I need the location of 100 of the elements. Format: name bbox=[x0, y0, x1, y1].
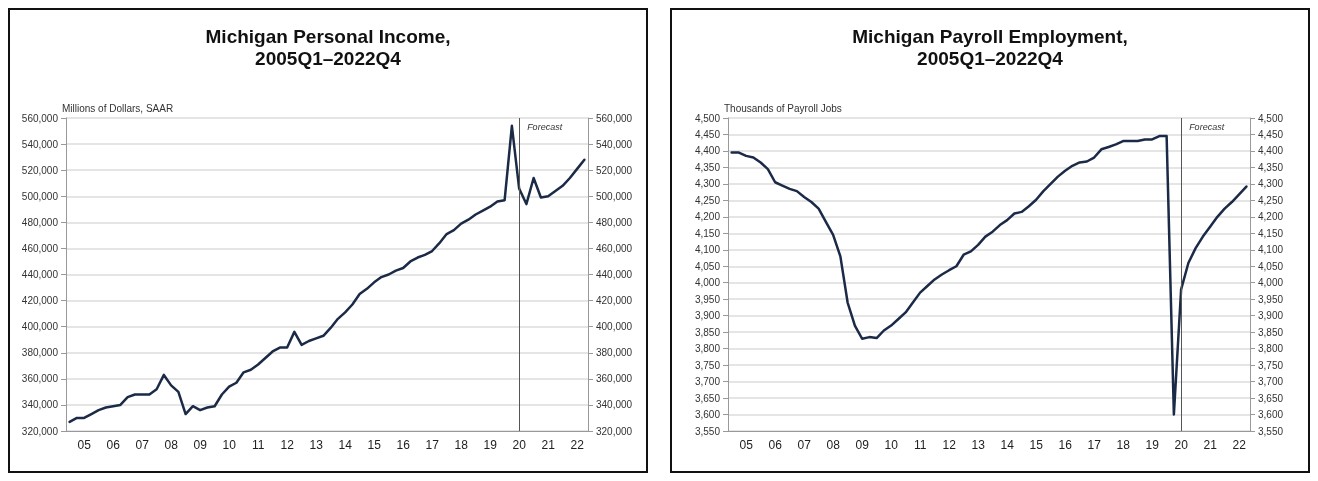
y-tick-label: 3,650 bbox=[694, 392, 721, 404]
x-tick-label: 22 bbox=[1232, 438, 1247, 452]
y2-tick-label: 4,350 bbox=[1258, 161, 1284, 173]
y-tick-label: 340,000 bbox=[21, 399, 59, 411]
y2-tick-label: 3,750 bbox=[1258, 359, 1284, 371]
y-tick-label: 4,400 bbox=[694, 145, 721, 157]
x-tick-label: 18 bbox=[1116, 438, 1131, 452]
y2-tick-label: 340,000 bbox=[596, 399, 633, 411]
y-tick-label: 3,700 bbox=[694, 376, 721, 388]
x-tick-label: 11 bbox=[913, 438, 927, 452]
y-tick-label: 4,500 bbox=[694, 112, 721, 124]
y2-tick-label: 520,000 bbox=[596, 164, 633, 176]
y-tick-label: 400,000 bbox=[21, 321, 59, 333]
y-tick-label: 3,800 bbox=[694, 343, 721, 355]
y2-tick-label: 320,000 bbox=[596, 425, 633, 437]
x-tick-label: 17 bbox=[1087, 438, 1102, 452]
y-tick-label: 3,600 bbox=[694, 409, 721, 421]
y2-tick-label: 4,200 bbox=[1258, 211, 1284, 223]
y2-tick-label: 3,850 bbox=[1258, 326, 1284, 338]
x-tick-label: 12 bbox=[942, 438, 957, 452]
x-tick-label: 16 bbox=[1058, 438, 1073, 452]
x-tick-label: 14 bbox=[1000, 438, 1015, 452]
x-tick-label: 08 bbox=[826, 438, 841, 452]
x-tick-label: 11 bbox=[251, 438, 265, 452]
x-tick-label: 08 bbox=[164, 438, 179, 452]
y2-tick-label: 3,800 bbox=[1258, 343, 1284, 355]
y-tick-label: 480,000 bbox=[21, 216, 59, 228]
y2-tick-label: 500,000 bbox=[596, 190, 633, 202]
y-axis-title: Millions of Dollars, SAAR bbox=[62, 102, 174, 114]
y2-tick-label: 4,450 bbox=[1258, 128, 1284, 140]
y-tick-label: 3,950 bbox=[694, 293, 721, 305]
y2-tick-label: 420,000 bbox=[596, 295, 633, 307]
y-tick-label: 4,050 bbox=[694, 260, 721, 272]
y-tick-label: 4,200 bbox=[694, 211, 721, 223]
y2-tick-label: 440,000 bbox=[596, 269, 633, 280]
y-tick-label: 4,350 bbox=[694, 161, 721, 173]
y-tick-label: 540,000 bbox=[21, 138, 59, 150]
y2-tick-label: 3,950 bbox=[1258, 293, 1284, 305]
ref-line-label: Forecast bbox=[1189, 121, 1225, 132]
y-tick-label: 360,000 bbox=[21, 373, 59, 385]
y-tick-label: 3,900 bbox=[694, 310, 721, 322]
y2-tick-label: 4,250 bbox=[1258, 194, 1284, 206]
y2-tick-label: 4,050 bbox=[1258, 260, 1284, 272]
line-series bbox=[68, 124, 586, 424]
y2-tick-label: 3,650 bbox=[1258, 392, 1284, 404]
y2-tick-label: 3,600 bbox=[1258, 409, 1284, 421]
y2-tick-label: 4,500 bbox=[1258, 112, 1284, 124]
y2-tick-label: 540,000 bbox=[596, 138, 633, 150]
x-tick-label: 15 bbox=[1029, 438, 1044, 452]
x-tick-label: 06 bbox=[768, 438, 783, 452]
chart-title: Michigan Personal Income, 2005Q1–2022Q4 bbox=[205, 25, 451, 69]
ref-line-label: Forecast bbox=[527, 121, 563, 132]
x-tick-label: 07 bbox=[797, 438, 812, 452]
y2-tick-label: 3,900 bbox=[1258, 310, 1284, 322]
x-tick-label: 21 bbox=[541, 438, 556, 452]
chart-title: Michigan Payroll Employment, 2005Q1–2022Q4 bbox=[852, 25, 1128, 69]
x-tick-label: 15 bbox=[367, 438, 382, 452]
y2-tick-label: 4,000 bbox=[1258, 277, 1284, 289]
y2-tick-label: 380,000 bbox=[596, 347, 633, 359]
x-tick-label: 16 bbox=[396, 438, 411, 452]
x-tick-label: 21 bbox=[1203, 438, 1218, 452]
x-tick-label: 06 bbox=[106, 438, 121, 452]
y2-tick-label: 360,000 bbox=[596, 373, 633, 385]
x-tick-label: 14 bbox=[338, 438, 353, 452]
y2-tick-label: 560,000 bbox=[596, 112, 633, 124]
y-tick-label: 4,450 bbox=[694, 128, 721, 140]
y-tick-label: 520,000 bbox=[21, 164, 59, 176]
y2-tick-label: 4,300 bbox=[1258, 178, 1284, 190]
y2-tick-label: 4,150 bbox=[1258, 227, 1284, 239]
y-tick-label: 3,750 bbox=[694, 359, 721, 371]
x-tick-label: 19 bbox=[1145, 438, 1160, 452]
y2-tick-label: 460,000 bbox=[596, 242, 633, 254]
x-tick-label: 19 bbox=[483, 438, 498, 452]
y-axis-title: Thousands of Payroll Jobs bbox=[724, 102, 842, 114]
x-tick-label: 18 bbox=[454, 438, 469, 452]
y-tick-label: 3,550 bbox=[694, 425, 721, 437]
x-tick-label: 20 bbox=[512, 438, 527, 452]
y-tick-label: 4,100 bbox=[694, 244, 721, 256]
x-tick-label: 20 bbox=[1174, 438, 1189, 452]
x-tick-label: 12 bbox=[280, 438, 295, 452]
x-tick-label: 09 bbox=[193, 438, 208, 452]
y-tick-label: 460,000 bbox=[21, 242, 59, 254]
x-tick-label: 10 bbox=[884, 438, 899, 452]
y-tick-label: 320,000 bbox=[21, 425, 59, 437]
y2-tick-label: 3,550 bbox=[1258, 425, 1284, 437]
y-tick-label: 4,300 bbox=[694, 178, 721, 190]
x-tick-label: 22 bbox=[570, 438, 585, 452]
line-series bbox=[730, 134, 1248, 416]
y-tick-label: 4,250 bbox=[694, 194, 721, 206]
y-tick-label: 500,000 bbox=[21, 190, 59, 202]
x-tick-label: 07 bbox=[135, 438, 150, 452]
x-tick-label: 09 bbox=[855, 438, 870, 452]
y-tick-label: 3,850 bbox=[694, 326, 721, 338]
y2-tick-label: 4,400 bbox=[1258, 145, 1284, 157]
x-tick-label: 05 bbox=[739, 438, 754, 452]
y2-tick-label: 4,100 bbox=[1258, 244, 1284, 256]
x-tick-label: 05 bbox=[77, 438, 92, 452]
y2-tick-label: 400,000 bbox=[596, 321, 633, 333]
y-tick-label: 440,000 bbox=[21, 269, 59, 280]
x-tick-label: 13 bbox=[309, 438, 324, 452]
